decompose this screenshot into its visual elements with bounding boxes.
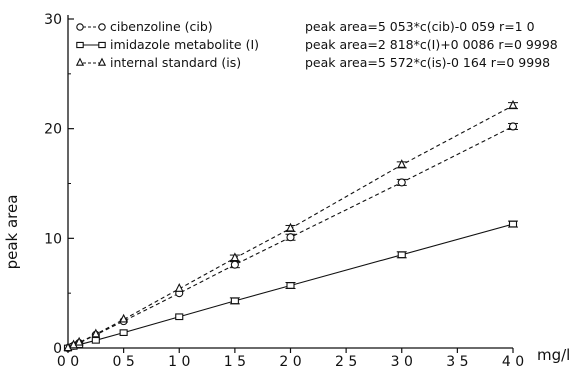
y-tick-label: 0 (53, 341, 62, 357)
regression-equation: peak area=2 818*c(I)+0 0086 r=0 9998 (305, 37, 558, 52)
data-point-triangle (63, 342, 73, 352)
series-triangle (63, 99, 518, 352)
regression-equation: peak area=5 053*c(cib)-0 059 r=1 0 (305, 19, 535, 34)
series-circle (63, 122, 518, 353)
data-point-triangle (74, 336, 84, 346)
x-tick-label: 3 5 (446, 354, 468, 370)
x-tick-label: 3 0 (391, 354, 413, 370)
x-tick-label: 2 5 (335, 354, 357, 370)
data-point-triangle (69, 339, 78, 349)
data-point-square (286, 282, 295, 289)
data-point-circle (76, 23, 84, 31)
data-point-square (175, 313, 184, 321)
data-point-triangle (397, 159, 407, 168)
data-point-triangle (230, 252, 240, 262)
y-tick-label: 10 (44, 231, 62, 247)
data-point-triangle (508, 99, 518, 109)
regression-equation: peak area=5 572*c(is)-0 164 r=0 9998 (305, 55, 550, 70)
legend-item: cibenzoline (cib) peak area=5 053*c(cib)-… (76, 19, 535, 34)
data-point-square (76, 41, 84, 49)
legend: cibenzoline (cib) peak area=5 053*c(cib)-… (75, 19, 558, 70)
legend-label: imidazole metabolite (I) (110, 37, 259, 52)
x-tick-label: 1 5 (224, 354, 246, 370)
y-axis-title: peak area (3, 195, 21, 270)
data-point-triangle (91, 328, 101, 338)
data-point-circle (98, 23, 106, 31)
data-point-triangle (174, 283, 184, 292)
legend-label: internal standard (is) (110, 55, 241, 70)
data-point-triangle (75, 57, 85, 66)
legend-item: internal standard (is) peak area=5 572*c(… (75, 55, 550, 70)
data-point-triangle (119, 313, 129, 323)
y-tick-label: 20 (44, 122, 62, 138)
x-tick-label: 0 5 (112, 354, 134, 370)
data-point-square (397, 251, 406, 259)
data-point-circle (397, 178, 406, 187)
data-point-square (508, 220, 518, 228)
data-point-square (230, 297, 239, 305)
legend-label: cibenzoline (cib) (110, 19, 213, 34)
x-tick-label: 4 0 (502, 354, 524, 370)
y-tick-label: 30 (44, 12, 62, 28)
x-tick-label: 2 0 (279, 354, 301, 370)
data-point-triangle (286, 222, 295, 232)
legend-item: imidazole metabolite (I) peak area=2 818*… (76, 37, 558, 52)
data-point-square (91, 336, 100, 344)
data-point-circle (508, 122, 518, 131)
data-point-square (98, 41, 106, 49)
x-tick-label: 0 0 (57, 354, 79, 370)
x-axis-unit-label: mg/l (537, 346, 570, 364)
data-point-square (119, 329, 128, 336)
data-point-circle (286, 233, 295, 242)
data-point-triangle (97, 57, 107, 66)
x-tick-label: 1 0 (168, 354, 190, 370)
data-point-circle (230, 260, 239, 269)
